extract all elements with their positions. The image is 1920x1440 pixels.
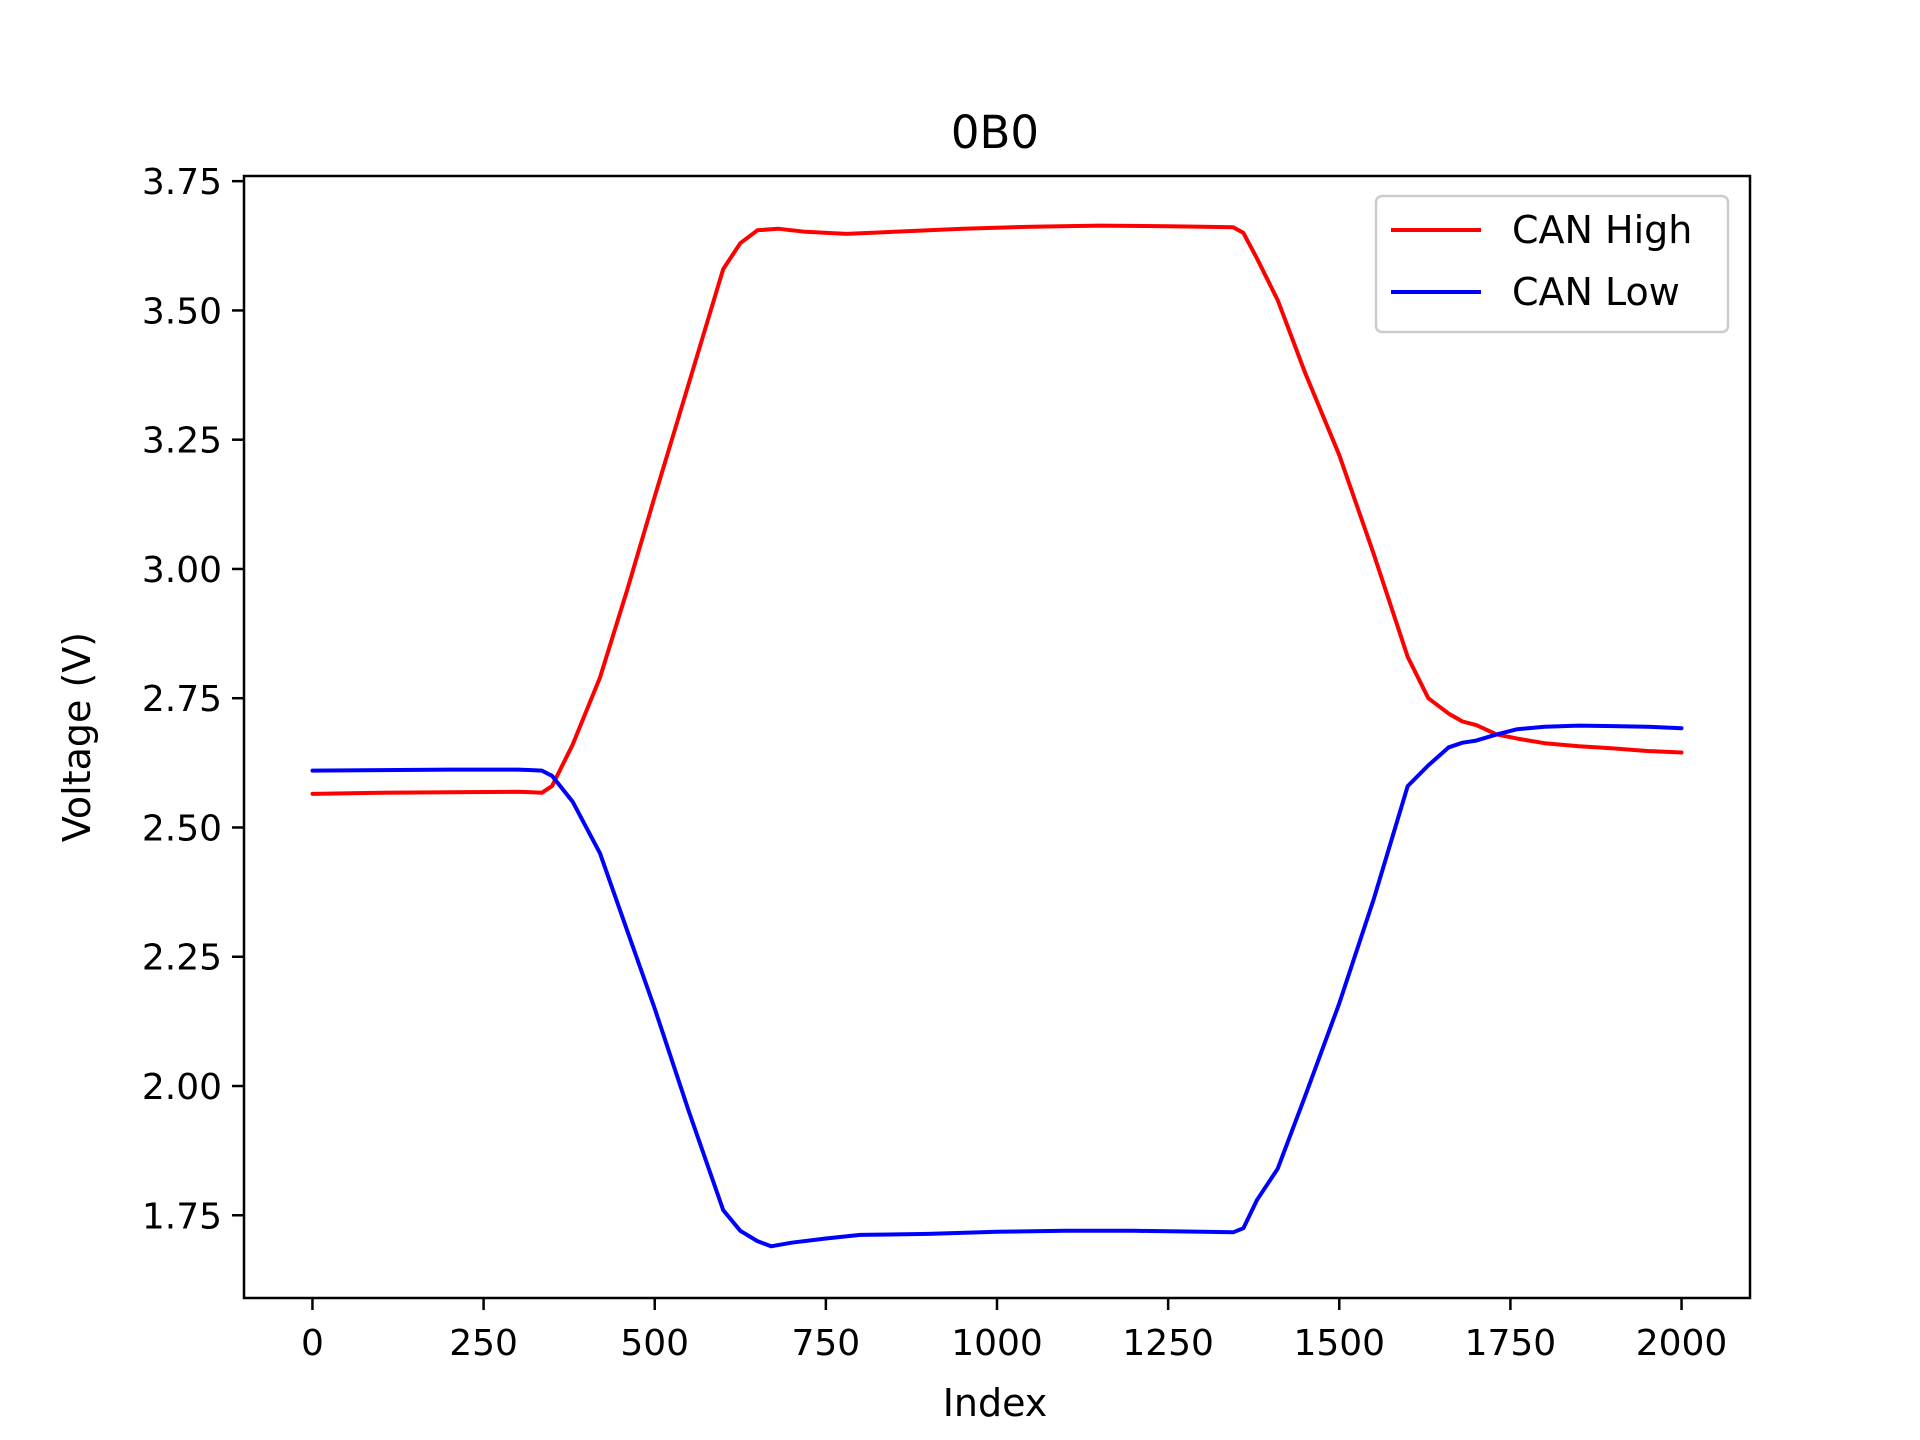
x-axis: 0 250 500 750 1000 1250 1500 1750 2000 <box>301 1298 1727 1364</box>
series-line-can-low <box>310 723 1684 1249</box>
y-axis-label: Voltage (V) <box>55 632 99 842</box>
y-tick-label: 3.00 <box>142 550 222 591</box>
series-line-can-high <box>310 223 1684 796</box>
chart-title: 0B0 <box>951 106 1039 159</box>
y-tick-label: 3.25 <box>142 421 222 462</box>
x-tick-label: 1750 <box>1465 1323 1557 1364</box>
series-layer <box>310 223 1684 1249</box>
x-tick-label: 0 <box>301 1323 324 1364</box>
legend-label-can-low: CAN Low <box>1512 270 1680 314</box>
y-tick-label: 1.75 <box>142 1196 222 1237</box>
y-tick-label: 3.75 <box>142 162 222 203</box>
x-tick-label: 250 <box>449 1323 518 1364</box>
legend: CAN High CAN Low <box>1374 194 1730 334</box>
x-tick-label: 1500 <box>1293 1323 1385 1364</box>
x-tick-label: 750 <box>792 1323 861 1364</box>
x-tick-label: 1250 <box>1122 1323 1214 1364</box>
x-tick-label: 500 <box>620 1323 689 1364</box>
x-axis-label: Index <box>943 1381 1048 1425</box>
legend-label-can-high: CAN High <box>1512 208 1692 252</box>
x-tick-label: 2000 <box>1636 1323 1728 1364</box>
y-tick-label: 2.75 <box>142 679 222 720</box>
x-tick-label: 1000 <box>951 1323 1043 1364</box>
y-tick-label: 2.00 <box>142 1067 222 1108</box>
y-axis: 1.75 2.00 2.25 2.50 2.75 3.00 3.25 3.50 3.75 <box>142 162 244 1237</box>
y-tick-label: 2.50 <box>142 808 222 849</box>
y-tick-label: 3.50 <box>142 291 222 332</box>
y-tick-label: 2.25 <box>142 938 222 979</box>
